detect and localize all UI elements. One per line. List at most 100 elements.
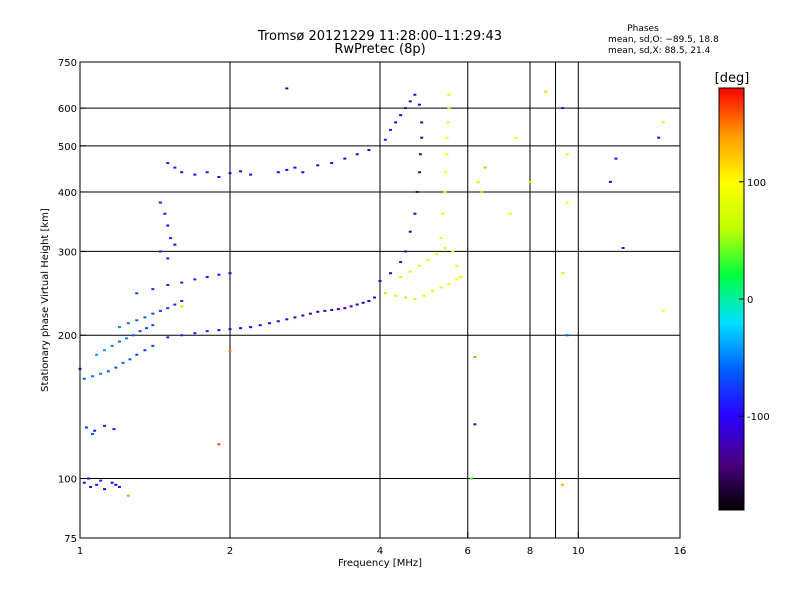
data-point: [128, 358, 132, 361]
data-point: [180, 281, 184, 284]
data-point: [249, 173, 253, 176]
data-point: [151, 312, 155, 315]
data-point: [158, 250, 162, 253]
stats-title: Phases: [627, 24, 659, 34]
data-point: [121, 361, 125, 364]
data-point: [285, 168, 289, 171]
data-point: [417, 103, 421, 106]
data-point: [99, 372, 103, 375]
data-point: [349, 305, 353, 308]
data-point: [169, 237, 173, 240]
data-point: [93, 429, 97, 432]
data-point: [483, 166, 487, 169]
data-point: [82, 481, 86, 484]
data-point: [316, 310, 320, 313]
x-tick-label: 16: [674, 546, 687, 557]
data-point: [276, 171, 280, 174]
data-point: [89, 485, 93, 488]
data-point: [343, 157, 347, 160]
data-point: [399, 276, 403, 279]
data-point: [228, 272, 232, 275]
data-point: [608, 180, 612, 183]
data-point: [355, 153, 359, 156]
data-point: [110, 344, 114, 347]
data-point: [173, 166, 177, 169]
data-point: [403, 250, 407, 253]
data-point: [135, 353, 139, 356]
data-point: [445, 153, 449, 156]
x-tick-label: 8: [527, 546, 533, 557]
data-point: [417, 171, 421, 174]
data-point: [228, 328, 232, 331]
data-point: [408, 230, 412, 233]
data-point: [383, 292, 387, 295]
data-point: [106, 370, 110, 373]
data-point: [205, 171, 209, 174]
x-tick-label: 6: [465, 546, 471, 557]
data-point: [91, 433, 95, 436]
data-point: [95, 483, 99, 486]
data-point: [565, 334, 569, 337]
data-point: [431, 289, 435, 292]
data-point: [205, 276, 209, 279]
data-point: [413, 93, 417, 96]
colorbar-label: [deg]: [715, 71, 750, 86]
data-point: [135, 319, 139, 322]
data-point: [217, 443, 221, 446]
data-point: [228, 350, 232, 353]
data-point: [180, 171, 184, 174]
data-point: [217, 175, 221, 178]
y-tick-label: 400: [58, 188, 77, 199]
data-point: [276, 320, 280, 323]
data-point: [193, 173, 197, 176]
data-point: [441, 212, 445, 215]
data-point: [420, 121, 424, 124]
data-point: [158, 201, 162, 204]
data-point: [447, 107, 451, 110]
data-point: [82, 377, 86, 380]
data-point: [228, 172, 232, 175]
data-point: [413, 212, 417, 215]
stats-line-x: mean, sd,X: 88.5, 21.4: [608, 46, 711, 56]
data-point: [480, 190, 484, 193]
data-point: [561, 483, 565, 486]
data-point: [158, 309, 162, 312]
data-point: [473, 423, 477, 426]
data-point: [166, 162, 170, 165]
data-point: [476, 180, 480, 183]
data-point: [86, 477, 90, 480]
data-point: [193, 332, 197, 335]
data-point: [473, 356, 477, 359]
data-point: [508, 212, 512, 215]
data-point: [389, 272, 393, 275]
data-point: [103, 349, 107, 352]
data-point: [99, 479, 103, 482]
data-point: [403, 296, 407, 299]
y-tick-label: 100: [58, 475, 77, 486]
data-point: [661, 309, 665, 312]
data-point: [413, 298, 417, 301]
x-axis-label: Frequency [MHz]: [338, 558, 422, 569]
data-point: [417, 264, 421, 267]
data-point: [112, 428, 116, 431]
data-point: [180, 300, 184, 303]
data-point: [173, 243, 177, 246]
data-point: [455, 278, 459, 281]
y-tick-label: 300: [58, 247, 77, 258]
data-point: [293, 316, 297, 319]
chart-title: Tromsø 20121229 11:28:00–11:29:43: [257, 29, 502, 44]
data-point: [84, 426, 88, 429]
data-point: [657, 136, 661, 139]
data-point: [301, 171, 305, 174]
data-point: [293, 166, 297, 169]
data-point: [447, 93, 451, 96]
data-point: [343, 307, 347, 310]
y-tick-label: 200: [58, 331, 77, 342]
data-point: [117, 326, 121, 329]
colorbar-tick-label: 0: [747, 295, 753, 306]
data-point: [422, 294, 426, 297]
data-point: [285, 318, 289, 321]
data-point: [163, 212, 167, 215]
data-point: [173, 303, 177, 306]
